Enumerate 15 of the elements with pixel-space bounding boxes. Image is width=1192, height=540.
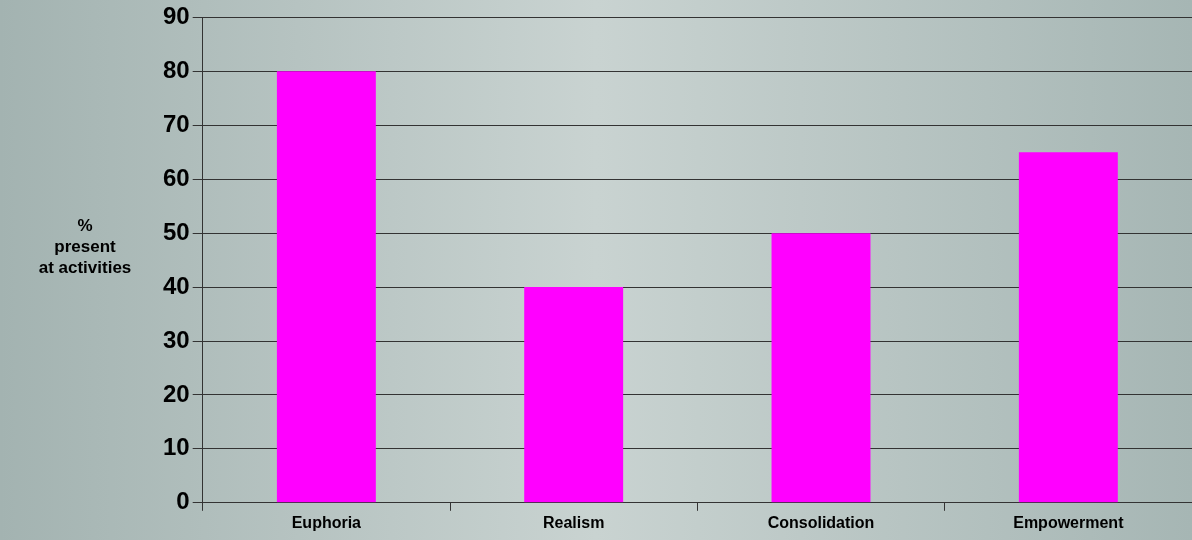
y-tick-label: 20 <box>162 379 190 407</box>
x-tick-label: Empowerment <box>1013 513 1125 531</box>
y-tick-label: 60 <box>162 163 190 191</box>
y-axis-title: % present at activities <box>37 215 133 278</box>
y-tick-label: 80 <box>162 55 190 83</box>
y-tick-label: 10 <box>162 433 190 461</box>
y-tick-label: 40 <box>162 271 190 299</box>
y-tick-label: 0 <box>176 487 190 515</box>
y-tick-label: 30 <box>162 325 190 353</box>
x-tick-label: Consolidation <box>767 513 875 531</box>
y-tick-label: 70 <box>162 109 190 137</box>
y-tick-label: 90 <box>162 2 190 30</box>
y-tick-label: 50 <box>162 217 190 245</box>
x-tick-label: Euphoria <box>291 513 362 531</box>
x-tick-label: Realism <box>543 513 605 531</box>
